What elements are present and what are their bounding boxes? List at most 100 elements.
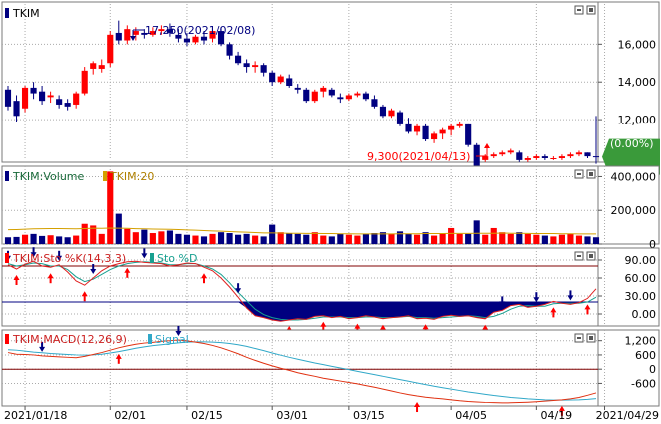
volume-bar bbox=[456, 233, 463, 244]
y-tick-label: 400,000 bbox=[611, 170, 657, 183]
volume-label: TKIM:Volume bbox=[12, 170, 85, 183]
volume-bar bbox=[166, 230, 173, 244]
buy-arrow-head bbox=[81, 291, 88, 297]
volume-bar bbox=[4, 237, 12, 244]
volume-bar bbox=[473, 220, 480, 244]
volume-bar bbox=[362, 233, 369, 244]
y-tick-label: 30.00 bbox=[625, 290, 657, 303]
volume-bar bbox=[558, 234, 565, 244]
buy-arrow-head bbox=[550, 307, 557, 313]
volume-bar bbox=[243, 233, 250, 244]
candle-body bbox=[269, 72, 276, 83]
y-tick-label: 16,000 bbox=[618, 38, 657, 51]
volume-bar bbox=[516, 232, 523, 244]
candle-body bbox=[235, 55, 242, 64]
volume-bar bbox=[524, 233, 531, 244]
candle-body bbox=[64, 103, 71, 107]
volume-bar bbox=[405, 233, 412, 244]
candle-body bbox=[533, 156, 540, 158]
volume-bar bbox=[115, 213, 122, 244]
volume-bar bbox=[81, 223, 88, 244]
y-tick-label: 0 bbox=[649, 363, 656, 376]
volume-bar bbox=[200, 236, 208, 244]
candle-body bbox=[217, 31, 225, 45]
candle-body bbox=[516, 152, 523, 160]
candle-body bbox=[465, 123, 472, 145]
candle-body bbox=[158, 29, 165, 32]
panel-controls[interactable] bbox=[574, 5, 596, 15]
buy-arrow-head bbox=[482, 324, 489, 330]
candle-body bbox=[499, 152, 506, 155]
buy-arrow-head bbox=[422, 324, 429, 330]
volume-bar bbox=[482, 234, 489, 244]
buy-arrow-head bbox=[354, 323, 361, 329]
macd-signals bbox=[39, 325, 565, 416]
volume-bar bbox=[73, 235, 80, 244]
panel-controls[interactable] bbox=[574, 251, 596, 261]
volume-bars bbox=[4, 171, 600, 244]
sell-arrow-head bbox=[328, 308, 335, 314]
legend-swatch bbox=[5, 8, 9, 18]
buy-arrow-head bbox=[584, 304, 591, 310]
volume-bar bbox=[149, 233, 156, 244]
sell-arrow-head bbox=[56, 255, 63, 261]
volume-bar bbox=[124, 228, 131, 244]
candle-body bbox=[183, 38, 191, 43]
volume-bar bbox=[584, 236, 591, 244]
candle-body bbox=[311, 91, 318, 102]
volume-bar bbox=[328, 236, 335, 244]
candle-body bbox=[558, 156, 565, 158]
buy-arrow-head bbox=[115, 353, 122, 359]
sto-d-label: Sto %D bbox=[157, 252, 197, 265]
volume-bar bbox=[13, 236, 20, 244]
candle-body bbox=[320, 87, 327, 92]
candle-body bbox=[56, 99, 63, 105]
volume-bar bbox=[422, 232, 429, 244]
panel-controls[interactable] bbox=[574, 333, 596, 343]
volume-bar bbox=[431, 235, 438, 244]
candle-body bbox=[584, 152, 591, 157]
panel-controls[interactable] bbox=[574, 169, 596, 179]
candle-body bbox=[81, 70, 88, 94]
volume-bar bbox=[192, 235, 199, 244]
sell-arrow-head bbox=[175, 330, 182, 336]
candle-body bbox=[141, 32, 148, 35]
candle-body bbox=[303, 89, 310, 102]
y-tick-label: 14,000 bbox=[618, 76, 657, 89]
candle-body bbox=[448, 125, 455, 130]
buy-arrow-head bbox=[414, 402, 421, 408]
candle-body bbox=[277, 76, 284, 83]
volume-bar bbox=[371, 233, 378, 244]
candle-body bbox=[192, 36, 199, 43]
volume-bar bbox=[465, 233, 472, 244]
candle-body bbox=[405, 123, 412, 132]
volume-bar bbox=[141, 229, 148, 244]
candle-body bbox=[30, 87, 37, 94]
volume-bar bbox=[56, 236, 63, 244]
candle-body bbox=[396, 112, 404, 124]
volume-bar bbox=[533, 234, 540, 244]
candle-body bbox=[379, 106, 387, 117]
volume-bar bbox=[64, 237, 71, 244]
candle-body bbox=[175, 34, 182, 39]
signal-label: Signal bbox=[155, 333, 189, 346]
candle-body bbox=[431, 133, 438, 140]
volume-bar bbox=[396, 231, 404, 244]
volume-bar bbox=[354, 235, 361, 244]
candle-body bbox=[456, 123, 463, 126]
volume-bar bbox=[575, 235, 583, 244]
candle-body bbox=[567, 154, 574, 157]
volume-bar bbox=[209, 233, 216, 244]
candle-body bbox=[260, 65, 267, 73]
volume-bar bbox=[379, 232, 387, 244]
buy-arrow-head bbox=[558, 405, 565, 411]
y-tick-label: 600 bbox=[635, 349, 656, 362]
candle-body bbox=[107, 34, 114, 64]
x-tick-label: 03/01 bbox=[276, 409, 308, 422]
candle-body bbox=[413, 125, 421, 132]
volume-bar bbox=[337, 233, 344, 244]
volume-bar bbox=[132, 232, 139, 244]
candle-body bbox=[4, 89, 12, 107]
volume-bar bbox=[303, 234, 310, 244]
